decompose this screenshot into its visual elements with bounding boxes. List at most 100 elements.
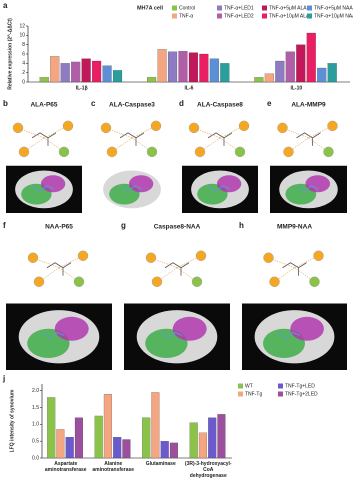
legend-label: WT: [245, 383, 253, 389]
x-tick-label: (3R)-3-hydroxyacyl-CoA dehydrogenase: [184, 461, 232, 479]
residue: [145, 252, 157, 263]
interaction: [294, 255, 319, 268]
ligand-diagram: [12, 120, 74, 158]
y-tick-label: 0.0: [32, 455, 39, 461]
residue: [77, 250, 89, 261]
legend-label: TNF-α+5μM ALA: [269, 5, 307, 11]
ligand-3d: [208, 185, 230, 192]
panel-title: Caspase8-NAA: [154, 224, 201, 231]
bar: [56, 429, 65, 459]
interaction: [58, 255, 84, 268]
bar: [167, 51, 178, 83]
panel-title: ALA-Caspase3: [109, 102, 155, 109]
residue: [269, 276, 280, 287]
legend-swatch: [307, 13, 312, 19]
bar: [71, 61, 81, 83]
ligand-3d: [120, 185, 142, 192]
interaction: [308, 125, 333, 139]
panel-letter: a: [3, 1, 8, 10]
ligand-diagram: [27, 250, 89, 287]
residue: [263, 252, 274, 263]
ligand-3d: [160, 331, 183, 339]
panel-letter: g: [121, 221, 126, 230]
legend-label: TNF-Tg: [245, 391, 262, 397]
surface-patch: [40, 175, 66, 193]
ligand-bonds: [282, 262, 307, 276]
y-tick-label: 6: [22, 51, 25, 57]
residue: [18, 146, 30, 158]
surface-patch: [290, 316, 324, 341]
legend-swatch: [262, 13, 267, 19]
bar: [147, 77, 157, 83]
residue: [33, 276, 45, 287]
residue: [151, 276, 163, 287]
bar: [94, 415, 103, 459]
bar: [113, 437, 122, 459]
bar: [220, 63, 230, 83]
panel-letter: j: [2, 374, 5, 383]
x-tick-label: IL-6: [185, 85, 194, 91]
bar: [81, 58, 91, 83]
x-tick-label: Glutaminase: [145, 461, 176, 467]
residue: [58, 146, 70, 158]
ligand-bonds: [207, 132, 233, 146]
ligand-diagram: [277, 120, 338, 158]
residue: [188, 122, 200, 134]
bar: [65, 437, 74, 459]
residue: [150, 120, 162, 132]
ligand-diagram: [263, 250, 324, 287]
bar: [306, 32, 316, 83]
surface-patch: [54, 316, 89, 341]
ligand-3d: [296, 185, 319, 192]
legend-label: TNF-α+10μM NAA: [314, 13, 353, 19]
bar: [199, 53, 209, 83]
y-tick-label: 12: [19, 23, 25, 29]
ligand-3d: [32, 185, 54, 192]
y-axis-label: Relative expression (2^-ΔΔCt): [7, 18, 13, 90]
ligand-diagram: [100, 120, 162, 158]
panel-letter: e: [267, 99, 272, 108]
interaction: [43, 125, 69, 139]
surface-patch: [128, 175, 154, 193]
bar: [112, 70, 123, 83]
residue: [323, 146, 334, 158]
legend-swatch: [307, 5, 312, 11]
x-tick-label: IL-10: [290, 85, 302, 91]
residue: [313, 250, 324, 261]
panel-letter: d: [179, 99, 184, 108]
y-tick-label: 8: [22, 42, 25, 48]
panel-letter: h: [239, 221, 244, 230]
residue: [234, 146, 246, 158]
legend-swatch: [278, 383, 283, 389]
residue: [194, 146, 206, 158]
interaction: [219, 125, 245, 139]
y-tick-label: 2: [22, 70, 25, 76]
residue: [62, 120, 74, 132]
bar: [317, 67, 327, 83]
residue: [106, 146, 118, 158]
bar: [178, 51, 188, 83]
y-tick-label: 4: [22, 61, 25, 67]
ligand-bonds: [119, 132, 145, 146]
panel-letter: f: [3, 221, 6, 230]
y-tick-label: 1.0: [32, 422, 39, 428]
bar: [60, 63, 70, 83]
residue: [327, 120, 338, 132]
legend-swatch: [217, 5, 222, 11]
legend-label: TNF-α: [179, 13, 193, 19]
y-tick-label: 10: [19, 33, 25, 39]
y-tick-label: 0: [22, 79, 25, 85]
bar: [39, 77, 49, 83]
bar: [142, 417, 151, 459]
bar: [160, 441, 169, 459]
bar: [92, 60, 102, 83]
panel-title: ALA-Caspase8: [197, 102, 243, 109]
ligand-bonds: [31, 132, 57, 146]
legend-swatch: [278, 391, 283, 397]
residue: [191, 276, 203, 287]
legend-swatch: [238, 383, 243, 389]
interaction: [131, 125, 157, 139]
bar: [296, 44, 306, 83]
bar: [122, 439, 131, 459]
